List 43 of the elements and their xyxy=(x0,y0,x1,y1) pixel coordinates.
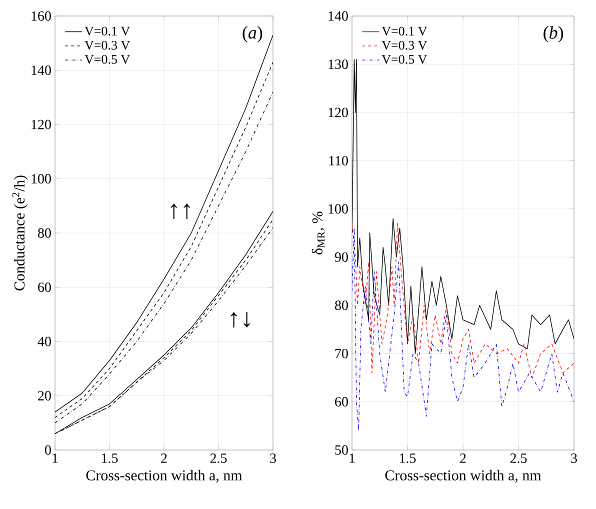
x-tick-label: 1 xyxy=(52,454,58,463)
y-tick-label: 0 xyxy=(45,445,51,455)
y-tick-label: 40 xyxy=(38,336,51,346)
x-tick-label: 2.5 xyxy=(510,454,527,464)
legend-label: V=0.1 V xyxy=(382,26,428,36)
x-tick-label: 2.5 xyxy=(210,454,227,464)
y-axis-title: δ$_{MR}$, % xyxy=(312,212,325,254)
y-tick-label: 70 xyxy=(335,348,348,358)
x-tick-label: 1.5 xyxy=(102,454,118,463)
legend-label: V=0.3 V xyxy=(84,40,130,50)
legend-label: V=0.5 V xyxy=(84,55,130,64)
y-tick-label: 120 xyxy=(328,108,348,118)
y-tick-label: 80 xyxy=(335,300,348,310)
annotation: ↑↓ xyxy=(230,312,250,328)
legend-label: V=0.3 V xyxy=(382,40,428,50)
y-tick-label: 100 xyxy=(328,204,348,214)
y-tick-label: 100 xyxy=(32,174,51,184)
x-tick-label: 1.5 xyxy=(400,454,416,463)
annotation: (a) xyxy=(242,26,262,42)
y-tick-label: 80 xyxy=(38,228,51,238)
y-tick-label: 20 xyxy=(38,391,51,400)
legend-label: V=0.5 V xyxy=(382,55,428,64)
y-tick-label: 60 xyxy=(335,397,348,407)
y-axis-title: Conductance (e$^{2}$/h) xyxy=(12,176,28,290)
y-tick-label: 160 xyxy=(32,11,51,21)
y-tick-label: 120 xyxy=(32,120,51,130)
y-tick-label: 110 xyxy=(329,156,348,166)
y-tick-label: 130 xyxy=(328,60,348,69)
legend-label: V=0.1 V xyxy=(84,26,130,36)
y-tick-label: 50 xyxy=(335,445,348,455)
x-axis-title: Cross-section width a, nm xyxy=(86,470,242,483)
x-tick-label: 3 xyxy=(571,454,577,463)
x-tick-label: 2 xyxy=(460,454,466,463)
y-tick-label: 90 xyxy=(334,252,348,262)
y-tick-label: 140 xyxy=(32,66,51,75)
y-tick-label: 60 xyxy=(38,282,51,292)
x-axis-title: Cross-section width a, nm xyxy=(385,470,542,483)
x-tick-label: 2 xyxy=(161,454,167,463)
annotation: (b) xyxy=(544,26,564,42)
y-tick-label: 140 xyxy=(328,11,348,21)
x-tick-label: 1 xyxy=(350,454,355,463)
annotation: ↑↑ xyxy=(170,204,190,219)
x-tick-label: 3 xyxy=(270,454,276,463)
